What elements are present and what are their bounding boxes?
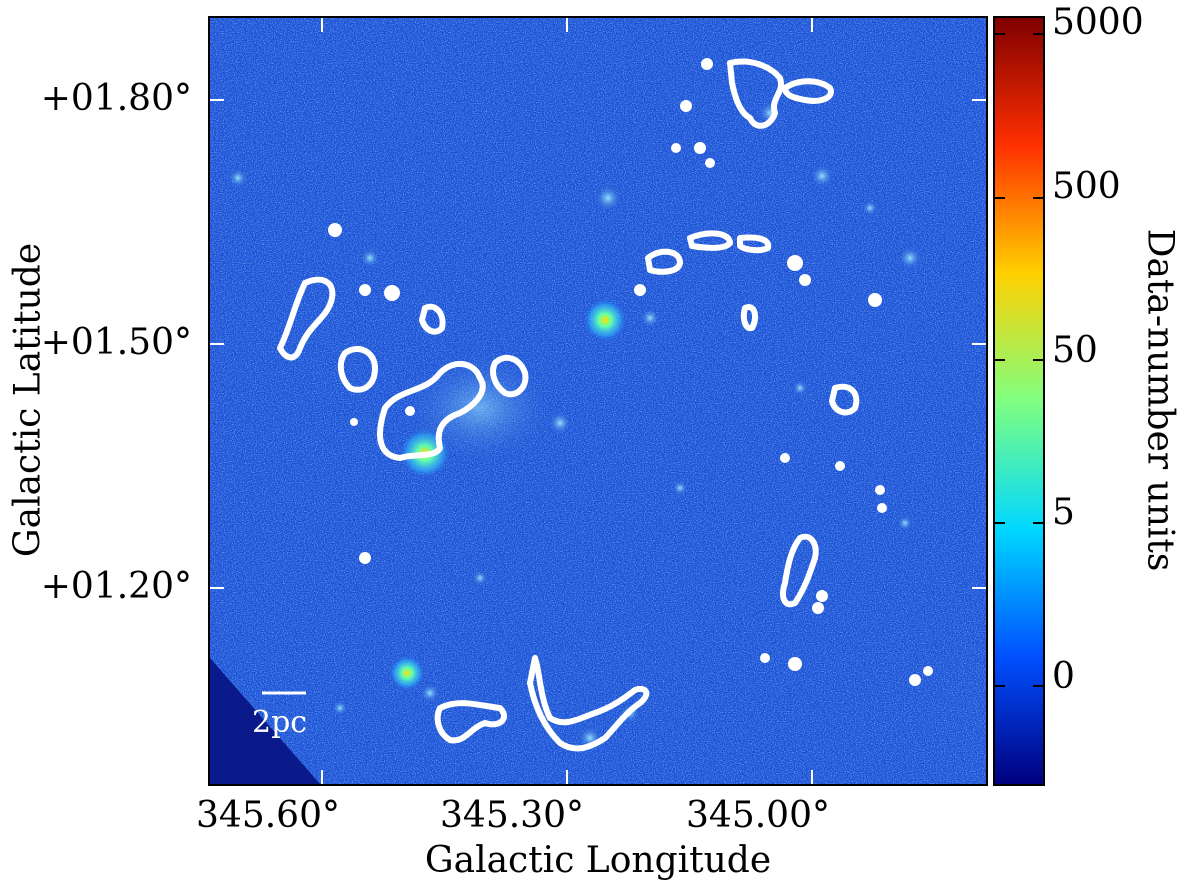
contour-top-right-2 [782,78,834,104]
bright-source [810,164,834,188]
x-axis-title: Galactic Longitude [424,840,772,881]
contour-blob [923,666,933,676]
bright-source [594,184,622,212]
contour-blob [694,142,706,154]
contour-blob [680,100,692,112]
contour-blob [384,285,400,301]
contour-blob [705,158,715,168]
contours [277,58,860,752]
xtick-label-3: 345.00° [686,795,830,836]
diffuse-emission [400,348,560,468]
bright-source [472,570,488,586]
bright-source [583,298,627,342]
contour-mid-right-3 [737,234,772,254]
contour-mid-right-2 [687,230,733,251]
colorbar-tick-label-3: 50 [1052,330,1098,371]
bright-source [792,380,808,396]
ytick-label-2: +01.50° [40,322,192,363]
contour-blob [877,503,887,513]
ytick-label-3: +01.20° [40,566,192,607]
bright-source [672,480,688,496]
contour-blob [780,453,790,463]
contour-blob [799,274,811,286]
bright-source [228,168,248,188]
bright-source [862,200,878,216]
contour-mid-right-1 [645,248,683,275]
contour-blob [634,284,646,296]
contour-blob [701,58,713,70]
contour-blob [359,284,371,296]
colorbar-tick-label-2: 500 [1052,166,1121,207]
y-axis-title: Galactic Latitude [7,242,49,558]
contour-blob [909,674,921,686]
contour-blob [788,657,802,671]
xtick-label-1: 345.60° [196,795,340,836]
bright-source [640,308,660,328]
contour-blob [787,255,803,271]
image-ticks [210,18,986,784]
contour-blob [875,485,885,495]
image-corner-blank [210,658,320,784]
contour-blob [671,143,681,153]
contour-lower-right [780,533,819,608]
colorbar-ticks [995,33,1043,687]
contour-blob [812,602,824,614]
image-noise-texture [210,18,986,784]
scalebar-label: 2pc [252,705,308,740]
contour-left-2 [337,346,378,393]
sky-image [210,18,986,784]
colorbar [993,16,1045,786]
contour-small-1 [419,303,446,335]
sky-image-panel [208,16,988,786]
contour-blob [359,552,371,564]
contour-center-cluster [377,361,486,461]
bright-source [898,246,922,270]
contour-blob [868,293,882,307]
contour-blob [816,590,828,602]
contour-bottom-left [434,700,507,744]
contour-blob [405,406,415,416]
colorbar-tick-label-4: 5 [1052,492,1075,533]
bright-source [897,515,913,531]
bright-source [420,683,440,703]
contour-blob [760,653,770,663]
bright-source [389,655,425,691]
colorbar-title: Data-number units [1139,228,1181,572]
ytick-label-1: +01.80° [40,78,192,119]
colorbar-gradient [995,18,1043,784]
colorbar-tick-label-5: 0 [1052,656,1075,697]
contour-blob [350,418,358,426]
contour-small-2 [740,304,759,332]
bright-source [360,248,380,268]
contour-ring-right [829,383,860,416]
contour-blob [835,461,845,471]
bright-source [332,700,348,716]
contour-left-1 [277,276,336,361]
small-contour-blobs [328,58,933,686]
contour-bottom-center [527,655,650,752]
contour-center-right [490,354,529,398]
contour-top-right [727,58,785,129]
xtick-label-2: 345.30° [440,795,584,836]
colorbar-tick-label-1: 5000 [1052,2,1144,43]
contour-blob [328,223,342,237]
